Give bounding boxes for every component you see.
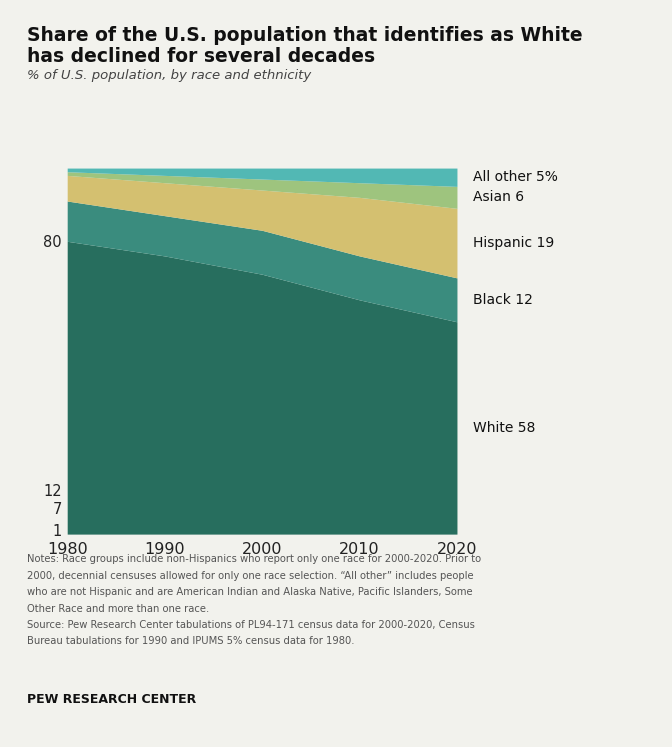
Text: White 58: White 58 — [472, 421, 535, 435]
Text: Bureau tabulations for 1990 and IPUMS 5% census data for 1980.: Bureau tabulations for 1990 and IPUMS 5%… — [27, 636, 354, 646]
Text: Notes: Race groups include non-Hispanics who report only one race for 2000-2020.: Notes: Race groups include non-Hispanics… — [27, 554, 481, 564]
Text: Asian 6: Asian 6 — [472, 190, 523, 205]
Text: Source: Pew Research Center tabulations of PL94-171 census data for 2000-2020, C: Source: Pew Research Center tabulations … — [27, 620, 474, 630]
Text: % of U.S. population, by race and ethnicity: % of U.S. population, by race and ethnic… — [27, 69, 311, 81]
Text: 2000, decennial censuses allowed for only one race selection. “All other” includ: 2000, decennial censuses allowed for onl… — [27, 571, 474, 580]
Text: Black 12: Black 12 — [472, 293, 532, 307]
Text: Other Race and more than one race.: Other Race and more than one race. — [27, 604, 209, 613]
Text: who are not Hispanic and are American Indian and Alaska Native, Pacific Islander: who are not Hispanic and are American In… — [27, 587, 472, 597]
Text: Hispanic 19: Hispanic 19 — [472, 236, 554, 250]
Text: All other 5%: All other 5% — [472, 170, 558, 185]
Text: has declined for several decades: has declined for several decades — [27, 47, 375, 66]
Text: Share of the U.S. population that identifies as White: Share of the U.S. population that identi… — [27, 26, 583, 45]
Text: PEW RESEARCH CENTER: PEW RESEARCH CENTER — [27, 693, 196, 706]
